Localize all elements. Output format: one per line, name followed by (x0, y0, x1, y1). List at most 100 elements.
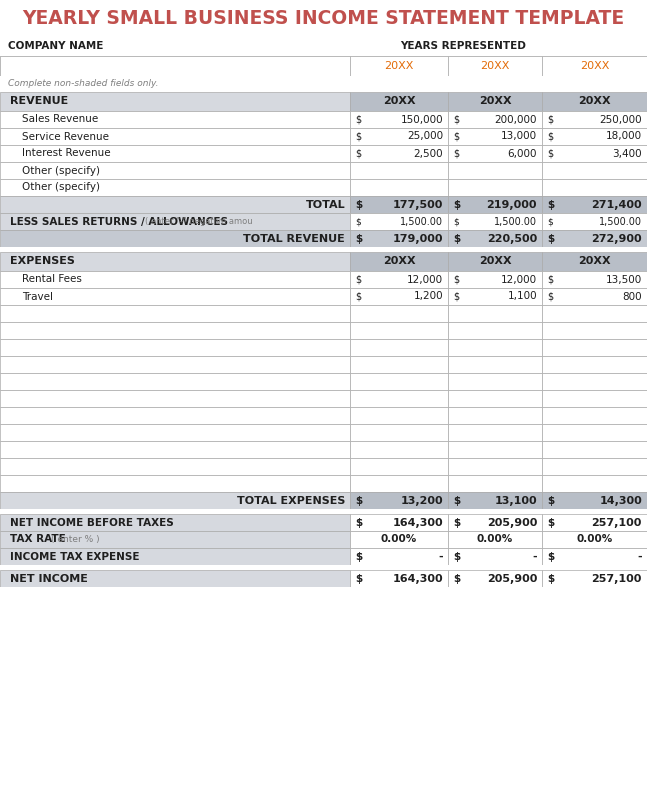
Bar (0, 213, 350, 230)
Bar (350, 305, 448, 322)
Bar (350, 271, 448, 288)
Bar (448, 407, 542, 424)
Text: $: $ (453, 132, 459, 141)
Bar (0, 441, 350, 458)
Bar (542, 492, 647, 509)
Bar (448, 213, 542, 230)
Text: YEARLY SMALL BUSINESS INCOME STATEMENT TEMPLATE: YEARLY SMALL BUSINESS INCOME STATEMENT T… (23, 9, 624, 27)
Bar (542, 145, 647, 162)
Text: $: $ (547, 574, 554, 583)
Text: 1,200: 1,200 (413, 292, 443, 301)
Bar (0, 92, 350, 111)
Text: 12,000: 12,000 (407, 275, 443, 284)
Bar (448, 252, 542, 271)
Text: ( enter % ): ( enter % ) (51, 535, 100, 544)
Bar (350, 322, 448, 339)
Text: -: - (439, 551, 443, 562)
Text: 13,200: 13,200 (400, 495, 443, 506)
Text: 205,900: 205,900 (487, 574, 537, 583)
Text: $: $ (453, 149, 459, 158)
Bar (542, 111, 647, 128)
Text: $: $ (355, 292, 361, 301)
Text: NET INCOME BEFORE TAXES: NET INCOME BEFORE TAXES (10, 518, 174, 527)
Bar (542, 179, 647, 196)
Text: $: $ (453, 114, 459, 125)
Text: $: $ (355, 551, 362, 562)
Text: COMPANY NAME: COMPANY NAME (8, 41, 104, 51)
Bar (448, 548, 542, 565)
Text: 257,100: 257,100 (591, 574, 642, 583)
Text: $: $ (453, 518, 460, 527)
Bar (542, 424, 647, 441)
Text: $: $ (355, 217, 361, 226)
Text: Sales Revenue: Sales Revenue (22, 114, 98, 125)
Text: 800: 800 (622, 292, 642, 301)
Text: $: $ (453, 217, 459, 226)
Bar (448, 128, 542, 145)
Bar (0, 252, 350, 271)
Text: 0.00%: 0.00% (381, 535, 417, 544)
Bar (0, 587, 647, 799)
Text: $: $ (547, 217, 553, 226)
Bar (448, 441, 542, 458)
Text: TOTAL: TOTAL (305, 200, 345, 209)
Bar (0, 407, 350, 424)
Text: Service Revenue: Service Revenue (22, 132, 109, 141)
Bar (350, 548, 448, 565)
Text: $: $ (355, 518, 362, 527)
Text: $: $ (547, 233, 554, 244)
Bar (350, 196, 448, 213)
Text: 272,900: 272,900 (591, 233, 642, 244)
Text: $: $ (355, 275, 361, 284)
Text: 12,000: 12,000 (501, 275, 537, 284)
Bar (542, 56, 647, 76)
Bar (0, 373, 350, 390)
Bar (542, 230, 647, 247)
Bar (448, 162, 542, 179)
Text: 3,400: 3,400 (612, 149, 642, 158)
Bar (542, 531, 647, 548)
Bar (448, 339, 542, 356)
Bar (448, 531, 542, 548)
Bar (0, 111, 350, 128)
Text: $: $ (355, 233, 362, 244)
Bar (0, 56, 350, 76)
Bar (448, 288, 542, 305)
Bar (448, 179, 542, 196)
Bar (0, 305, 350, 322)
Text: LESS SALES RETURNS / ALLOWANCES: LESS SALES RETURNS / ALLOWANCES (10, 217, 228, 226)
Text: 13,500: 13,500 (606, 275, 642, 284)
Bar (448, 111, 542, 128)
Text: Rental Fees: Rental Fees (22, 275, 82, 284)
Text: 150,000: 150,000 (400, 114, 443, 125)
Text: -: - (637, 551, 642, 562)
Text: $: $ (453, 292, 459, 301)
Text: 6,000: 6,000 (507, 149, 537, 158)
Bar (0, 247, 647, 252)
Bar (350, 356, 448, 373)
Bar (542, 213, 647, 230)
Text: 257,100: 257,100 (591, 518, 642, 527)
Bar (542, 373, 647, 390)
Bar (350, 390, 448, 407)
Bar (542, 271, 647, 288)
Bar (0, 492, 350, 509)
Text: 18,000: 18,000 (606, 132, 642, 141)
Bar (0, 0, 647, 36)
Bar (350, 128, 448, 145)
Text: $: $ (547, 518, 554, 527)
Bar (0, 162, 350, 179)
Text: 250,000: 250,000 (599, 114, 642, 125)
Bar (350, 162, 448, 179)
Text: 1,500.00: 1,500.00 (400, 217, 443, 226)
Bar (350, 531, 448, 548)
Bar (350, 56, 448, 76)
Bar (448, 92, 542, 111)
Text: $: $ (547, 149, 553, 158)
Text: $: $ (547, 114, 553, 125)
Bar (542, 92, 647, 111)
Text: $: $ (355, 114, 361, 125)
Bar (542, 475, 647, 492)
Text: 20XX: 20XX (479, 97, 511, 106)
Bar (0, 475, 350, 492)
